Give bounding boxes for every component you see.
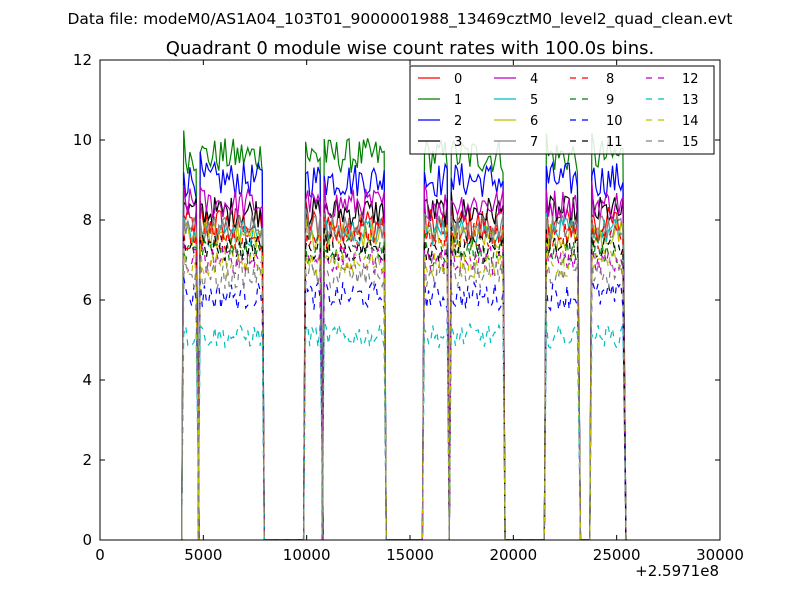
series-line-7 <box>181 208 627 540</box>
y-tick-label: 10 <box>73 131 92 149</box>
legend-label-15: 15 <box>682 135 699 150</box>
legend-label-9: 9 <box>606 93 614 108</box>
x-tick-label: 0 <box>95 546 105 564</box>
series-line-8 <box>181 216 627 540</box>
legend-label-12: 12 <box>682 72 699 87</box>
x-tick-label: 25000 <box>593 546 641 564</box>
series-line-9 <box>181 231 627 540</box>
series-line-11 <box>181 227 627 540</box>
legend-label-4: 4 <box>530 72 538 87</box>
legend-label-6: 6 <box>530 114 538 129</box>
chart-title: Quadrant 0 module wise count rates with … <box>166 38 655 59</box>
x-tick-label: 30000 <box>696 546 744 564</box>
series-layer <box>181 130 627 540</box>
series-line-13 <box>181 320 627 540</box>
y-tick-label: 2 <box>82 451 92 469</box>
legend-label-8: 8 <box>606 72 614 87</box>
y-tick-label: 8 <box>82 211 92 229</box>
series-line-12 <box>181 240 627 540</box>
x-tick-label: 10000 <box>283 546 331 564</box>
series-line-10 <box>181 277 627 540</box>
legend-label-10: 10 <box>606 114 623 129</box>
x-offset-label: +2.5971e8 <box>635 562 719 580</box>
legend-label-3: 3 <box>454 135 462 150</box>
y-tick-label: 0 <box>82 531 92 549</box>
plot-frame <box>99 59 721 541</box>
x-tick-label: 15000 <box>386 546 434 564</box>
series-line-15 <box>181 253 627 540</box>
y-tick-label: 6 <box>82 291 92 309</box>
legend-label-2: 2 <box>454 114 462 129</box>
legend-label-11: 11 <box>606 135 623 150</box>
legend-label-13: 13 <box>682 93 699 108</box>
series-line-4 <box>181 181 627 540</box>
suptitle: Data file: modeM0/AS1A04_103T01_90000019… <box>67 10 732 29</box>
legend-label-1: 1 <box>454 93 462 108</box>
legend-label-14: 14 <box>682 114 699 129</box>
series-line-14 <box>181 242 627 540</box>
y-tick-label: 12 <box>73 51 92 69</box>
legend-label-7: 7 <box>530 135 538 150</box>
x-tick-label: 5000 <box>184 546 222 564</box>
legend-frame <box>409 65 715 155</box>
y-tick-label: 4 <box>82 371 92 389</box>
series-line-3 <box>181 189 627 540</box>
legend-label-5: 5 <box>530 93 538 108</box>
series-line-2 <box>181 151 627 540</box>
x-tick-label: 20000 <box>489 546 537 564</box>
legend-label-0: 0 <box>454 72 462 87</box>
